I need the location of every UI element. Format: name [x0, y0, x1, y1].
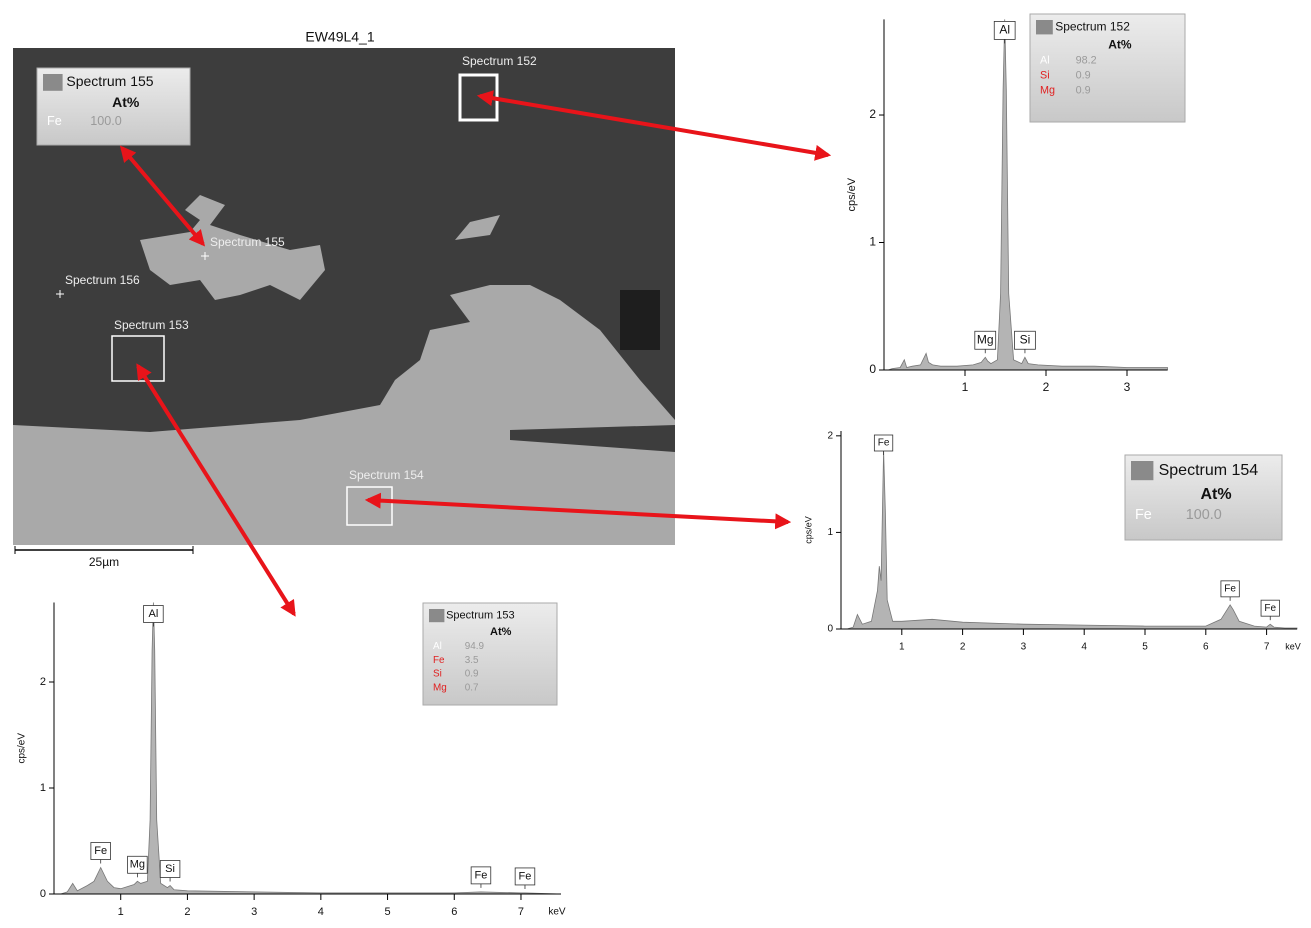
peak-label: Mg	[977, 332, 994, 346]
element-value: 94.9	[465, 641, 485, 652]
spectrum-marker-label: Spectrum 154	[349, 468, 424, 482]
x-tick-label: 3	[251, 906, 257, 918]
element-label: Mg	[433, 682, 447, 693]
figure: EW49L4_1 25µm Spectrum 152 Spectrum 155 Spec…	[0, 0, 1311, 923]
x-tick-label: 3	[1124, 380, 1131, 394]
peak-label: Al	[999, 23, 1010, 37]
element-label: Fe	[433, 655, 445, 666]
element-label: Si	[1040, 70, 1050, 82]
x-tick-label: 7	[1264, 642, 1270, 653]
x-tick-label: 6	[1203, 642, 1209, 653]
composition-header: At%	[1108, 37, 1132, 51]
legend-name: Spectrum 155	[66, 73, 153, 89]
element-value: 0.7	[465, 682, 479, 693]
scale-bar-label: 25µm	[89, 555, 119, 569]
element-value: 0.9	[465, 669, 479, 680]
y-tick-label: 2	[869, 107, 876, 121]
spectrum-marker-label: Spectrum 156	[65, 273, 140, 287]
element-value: 0.9	[1076, 85, 1091, 97]
x-tick-label: 1	[962, 380, 969, 394]
peak-label: Al	[149, 608, 159, 620]
element-label: Al	[433, 641, 442, 652]
element-label: Fe	[1135, 507, 1152, 523]
peak-label: Fe	[475, 869, 488, 881]
y-tick-label: 2	[827, 430, 833, 441]
image-title: EW49L4_1	[305, 29, 374, 45]
x-tick-label: 1	[899, 642, 905, 653]
peak-label: Fe	[878, 438, 890, 449]
element-value: 100.0	[1186, 507, 1222, 523]
legend-swatch	[1131, 461, 1153, 480]
legend-name: Spectrum 152	[1055, 19, 1130, 33]
peak-label: Si	[1020, 332, 1031, 346]
element-value: 0.9	[1076, 70, 1091, 82]
legend-name: Spectrum 153	[446, 610, 514, 622]
x-tick-label: 4	[1081, 642, 1087, 653]
x-tick-label: 5	[1142, 642, 1148, 653]
x-tick-label: 6	[451, 906, 457, 918]
peak-label: Fe	[94, 845, 107, 857]
x-axis-label: keV	[1285, 641, 1301, 651]
element-label: Al	[1040, 55, 1050, 67]
peak-label: Mg	[130, 859, 145, 871]
y-axis-label: cps/eV	[803, 516, 813, 544]
element-label: Si	[433, 669, 442, 680]
element-label: Mg	[1040, 85, 1055, 97]
spectrum-marker-label: Spectrum 155	[210, 235, 285, 249]
page: {"image": {"title": "EW49L4_1", "scale_b…	[0, 0, 1311, 928]
y-tick-label: 1	[827, 527, 833, 538]
element-value: 3.5	[465, 655, 479, 666]
element-value: 98.2	[1076, 55, 1097, 67]
x-tick-label: 7	[518, 906, 524, 918]
y-tick-label: 1	[40, 782, 46, 794]
y-tick-label: 1	[869, 235, 876, 249]
x-tick-label: 1	[118, 906, 124, 918]
x-tick-label: 4	[318, 906, 324, 918]
element-label: Fe	[47, 114, 62, 128]
composition-header: At%	[490, 626, 512, 638]
y-axis-label: cps/eV	[17, 733, 28, 764]
peak-label: Fe	[1224, 583, 1236, 594]
y-axis-label: cps/eV	[846, 177, 858, 211]
x-tick-label: 2	[1043, 380, 1050, 394]
peak-label: Fe	[1264, 603, 1276, 614]
y-tick-label: 0	[827, 624, 833, 635]
sem-dark-spot	[620, 290, 660, 350]
x-tick-label: 5	[384, 906, 390, 918]
composition-header: At%	[112, 94, 140, 110]
y-tick-label: 0	[869, 362, 876, 376]
peak-label: Si	[165, 863, 175, 875]
x-tick-label: 2	[960, 642, 966, 653]
element-value: 100.0	[90, 114, 122, 128]
y-tick-label: 0	[40, 888, 46, 900]
spectrum-marker-label: Spectrum 153	[114, 318, 189, 332]
y-tick-label: 2	[40, 676, 46, 688]
legend-swatch	[429, 609, 444, 622]
x-tick-label: 2	[184, 906, 190, 918]
x-axis-label: keV	[548, 907, 566, 918]
x-tick-label: 3	[1021, 642, 1027, 653]
composition-header: At%	[1201, 486, 1232, 503]
peak-label: Fe	[519, 870, 532, 882]
legend-swatch	[43, 74, 63, 91]
legend-swatch	[1036, 20, 1053, 34]
spectrum-marker-label: Spectrum 152	[462, 54, 537, 68]
legend-name: Spectrum 154	[1159, 462, 1259, 479]
